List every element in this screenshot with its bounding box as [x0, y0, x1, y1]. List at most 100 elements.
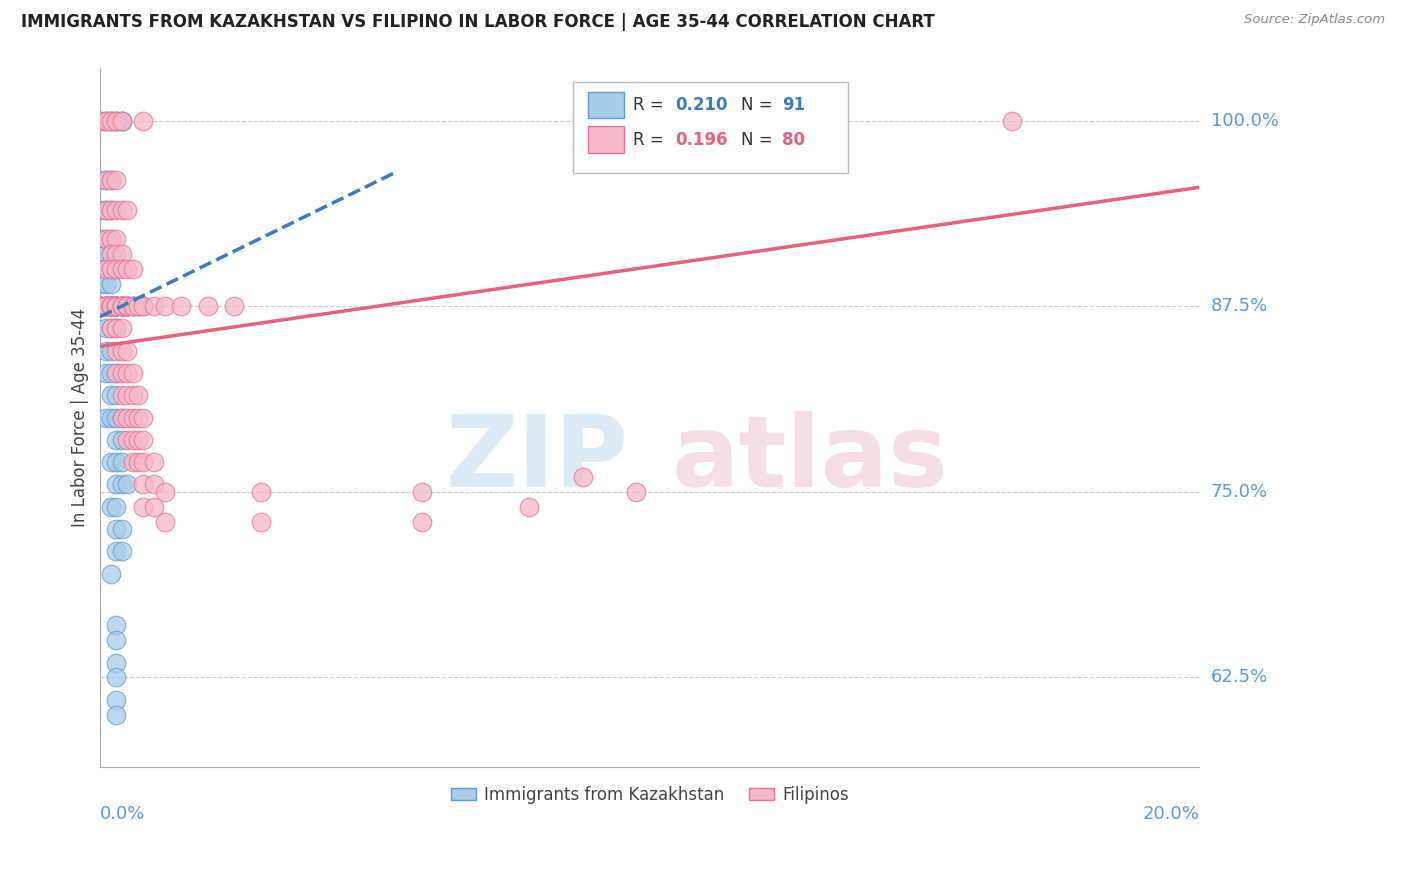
Point — [105, 113, 128, 128]
Point — [94, 173, 117, 187]
Point — [89, 262, 111, 277]
Point — [94, 366, 117, 380]
Point — [127, 455, 149, 469]
Text: 80: 80 — [782, 131, 804, 149]
Point — [105, 299, 128, 313]
Point — [89, 173, 111, 187]
Text: IMMIGRANTS FROM KAZAKHSTAN VS FILIPINO IN LABOR FORCE | AGE 35-44 CORRELATION CH: IMMIGRANTS FROM KAZAKHSTAN VS FILIPINO I… — [21, 13, 935, 31]
Point — [100, 202, 122, 217]
Point — [100, 366, 122, 380]
Point — [100, 410, 122, 425]
Point — [115, 433, 138, 447]
Point — [100, 500, 122, 514]
Point — [105, 299, 128, 313]
Point — [105, 113, 128, 128]
Point — [127, 299, 149, 313]
Point — [111, 299, 134, 313]
Point — [127, 410, 149, 425]
Point — [572, 470, 595, 484]
Point — [111, 366, 134, 380]
Point — [94, 299, 117, 313]
Text: 62.5%: 62.5% — [1211, 668, 1268, 687]
Text: 20.0%: 20.0% — [1143, 805, 1199, 823]
Text: ZIP: ZIP — [446, 411, 628, 508]
Point — [100, 455, 122, 469]
Point — [94, 202, 117, 217]
Point — [100, 232, 122, 246]
FancyBboxPatch shape — [588, 127, 623, 153]
Point — [111, 343, 134, 358]
Point — [105, 455, 128, 469]
Point — [89, 113, 111, 128]
Point — [1001, 113, 1024, 128]
Point — [224, 299, 246, 313]
Point — [111, 262, 134, 277]
Point — [89, 232, 111, 246]
Text: 0.210: 0.210 — [675, 95, 728, 114]
Point — [127, 433, 149, 447]
Point — [143, 455, 166, 469]
FancyBboxPatch shape — [588, 92, 623, 118]
Point — [115, 202, 138, 217]
Point — [197, 299, 219, 313]
Point — [89, 299, 111, 313]
Point — [111, 433, 134, 447]
Point — [111, 299, 134, 313]
Text: 75.0%: 75.0% — [1211, 483, 1268, 500]
Point — [105, 247, 128, 261]
Point — [105, 388, 128, 402]
Point — [105, 202, 128, 217]
Point — [127, 299, 149, 313]
Point — [115, 343, 138, 358]
Point — [111, 299, 134, 313]
Point — [94, 299, 117, 313]
Point — [105, 410, 128, 425]
Y-axis label: In Labor Force | Age 35-44: In Labor Force | Age 35-44 — [72, 308, 89, 527]
Point — [132, 433, 155, 447]
Point — [94, 299, 117, 313]
Text: 0.0%: 0.0% — [100, 805, 146, 823]
Point — [111, 455, 134, 469]
Point — [105, 299, 128, 313]
Point — [94, 113, 117, 128]
Point — [100, 299, 122, 313]
Point — [411, 515, 433, 529]
Point — [89, 113, 111, 128]
Text: N =: N = — [741, 131, 778, 149]
Point — [89, 277, 111, 291]
Point — [111, 544, 134, 558]
Point — [115, 410, 138, 425]
Point — [153, 515, 176, 529]
Point — [250, 484, 273, 499]
Point — [127, 388, 149, 402]
Point — [94, 299, 117, 313]
Point — [626, 484, 648, 499]
Point — [100, 262, 122, 277]
Point — [111, 410, 134, 425]
Point — [105, 544, 128, 558]
Point — [105, 366, 128, 380]
Point — [105, 500, 128, 514]
Point — [105, 522, 128, 536]
Point — [111, 202, 134, 217]
Point — [121, 388, 143, 402]
Point — [121, 262, 143, 277]
Point — [111, 299, 134, 313]
Point — [111, 410, 134, 425]
Point — [105, 321, 128, 335]
Point — [100, 277, 122, 291]
Point — [94, 299, 117, 313]
Point — [100, 299, 122, 313]
Point — [100, 299, 122, 313]
Point — [94, 262, 117, 277]
Point — [143, 299, 166, 313]
Point — [100, 299, 122, 313]
Point — [94, 232, 117, 246]
Point — [121, 299, 143, 313]
Point — [105, 262, 128, 277]
Point — [94, 321, 117, 335]
Point — [143, 500, 166, 514]
Point — [132, 299, 155, 313]
Point — [132, 113, 155, 128]
Point — [105, 692, 128, 706]
